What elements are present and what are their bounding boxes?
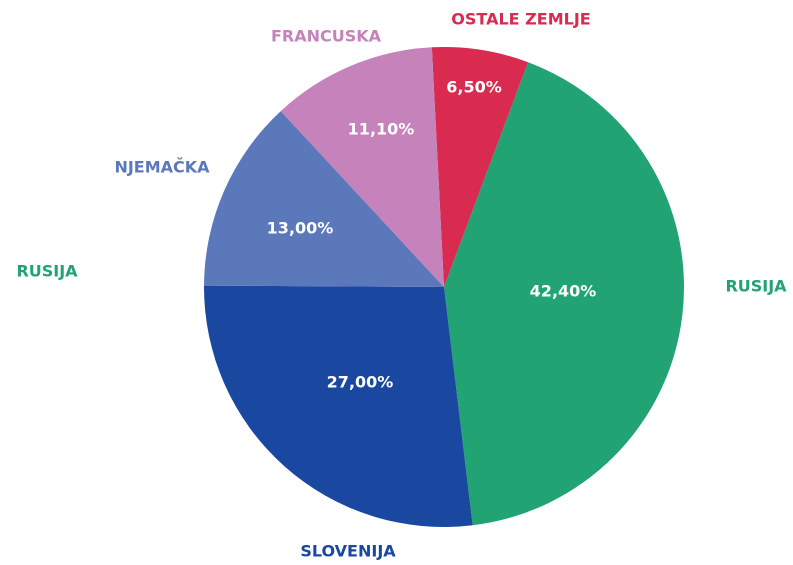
value-label: 27,00% xyxy=(327,373,394,392)
slice-label: OSTALE ZEMLJE xyxy=(451,10,590,29)
pie-slice xyxy=(204,111,444,288)
slice-label: NJEMAČKA xyxy=(114,158,210,177)
pie-slice xyxy=(204,285,473,527)
value-label: 13,00% xyxy=(267,219,334,238)
slice-label: RUSIJA xyxy=(725,277,787,296)
slice-label: SLOVENIJA xyxy=(300,542,396,561)
pie-slice xyxy=(444,62,685,526)
value-label: 11,10% xyxy=(348,120,415,139)
value-label: 42,40% xyxy=(530,282,597,301)
value-label: 6,50% xyxy=(446,78,502,97)
pie-slice xyxy=(431,47,529,287)
slice-label: FRANCUSKA xyxy=(271,27,382,46)
pie-slice xyxy=(280,47,444,287)
annotation: RUSIJA xyxy=(16,262,78,281)
